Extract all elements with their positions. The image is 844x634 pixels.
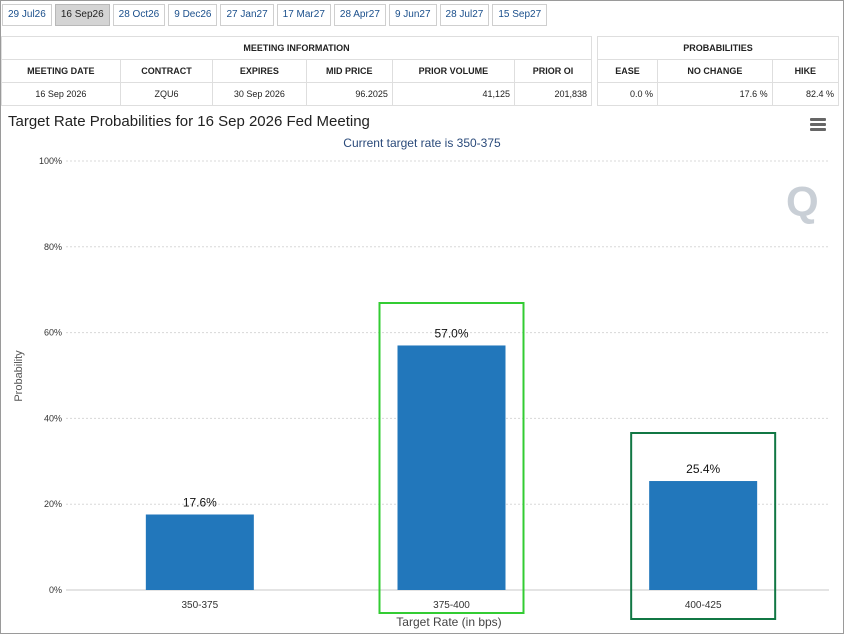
table-row: 16 Sep 2026 ZQU6 30 Sep 2026 96.2025 41,…: [1, 82, 593, 106]
tab-16-sep26[interactable]: 16 Sep26: [54, 4, 110, 26]
meeting-date-tabs: 29 Jul26 16 Sep26 28 Oct26 9 Dec26 27 Ja…: [2, 4, 548, 26]
watermark-logo: Q: [786, 178, 819, 225]
table-row: 0.0 % 17.6 % 82.4 %: [596, 82, 840, 106]
tab-17-mar27[interactable]: 17 Mar27: [276, 4, 331, 26]
cell-prior-oi: 201,838: [513, 82, 593, 106]
cell-hike: 82.4 %: [771, 82, 840, 106]
bar-350-375: [145, 514, 254, 590]
x-tick-label: 375-400: [433, 600, 470, 611]
tab-28-apr27[interactable]: 28 Apr27: [333, 4, 386, 26]
y-tick-label: 0%: [49, 585, 62, 595]
highlight-box: [630, 432, 777, 620]
tab-9-dec26[interactable]: 9 Dec26: [168, 4, 218, 26]
data-label: 57.0%: [434, 326, 468, 340]
data-label: 17.6%: [183, 495, 217, 509]
tab-28-oct26[interactable]: 28 Oct26: [112, 4, 166, 26]
y-tick-label: 60%: [44, 328, 62, 338]
col-hike: HIKE: [771, 59, 840, 83]
probabilities-table: PROBABILITIES EASE NO CHANGE HIKE 0.0 % …: [596, 36, 840, 106]
chart-subtitle: Current target rate is 350-375: [343, 136, 501, 150]
tab-15-sep27[interactable]: 15 Sep27: [492, 4, 548, 26]
x-tick-label: 350-375: [181, 600, 218, 611]
meeting-information-header: MEETING INFORMATION: [1, 36, 592, 60]
tab-28-jul27[interactable]: 28 Jul27: [439, 4, 490, 26]
y-tick-label: 80%: [44, 242, 62, 252]
col-mid-price: MID PRICE: [305, 59, 393, 83]
col-prior-oi: PRIOR OI: [513, 59, 593, 83]
y-tick-label: 20%: [44, 499, 62, 509]
bar-400-425: [649, 481, 758, 590]
tab-9-jun27[interactable]: 9 Jun27: [388, 4, 437, 26]
col-no-change: NO CHANGE: [657, 59, 773, 83]
col-ease: EASE: [596, 59, 659, 83]
tab-29-jul26[interactable]: 29 Jul26: [2, 4, 52, 26]
col-prior-volume: PRIOR VOLUME: [391, 59, 515, 83]
y-tick-label: 40%: [44, 413, 62, 423]
cell-expires: 30 Sep 2026: [212, 82, 307, 106]
tab-27-jan27[interactable]: 27 Jan27: [220, 4, 274, 26]
x-axis-title: Target Rate (in bps): [396, 615, 501, 629]
y-tick-label: 100%: [39, 156, 62, 166]
highlight-box: [378, 302, 525, 614]
data-label: 25.4%: [686, 462, 720, 476]
x-tick-label: 400-425: [685, 600, 722, 611]
cell-meeting-date: 16 Sep 2026: [1, 82, 121, 106]
meeting-information-table: MEETING INFORMATION MEETING DATE CONTRAC…: [1, 36, 593, 106]
cell-ease: 0.0 %: [596, 82, 659, 106]
cell-mid-price: 96.2025: [305, 82, 393, 106]
y-axis-title: Probability: [13, 350, 25, 402]
cell-prior-volume: 41,125: [391, 82, 515, 106]
chart-title: Target Rate Probabilities for 16 Sep 202…: [8, 113, 370, 130]
bar-375-400: [397, 345, 506, 590]
chart-menu-icon[interactable]: [810, 118, 826, 132]
